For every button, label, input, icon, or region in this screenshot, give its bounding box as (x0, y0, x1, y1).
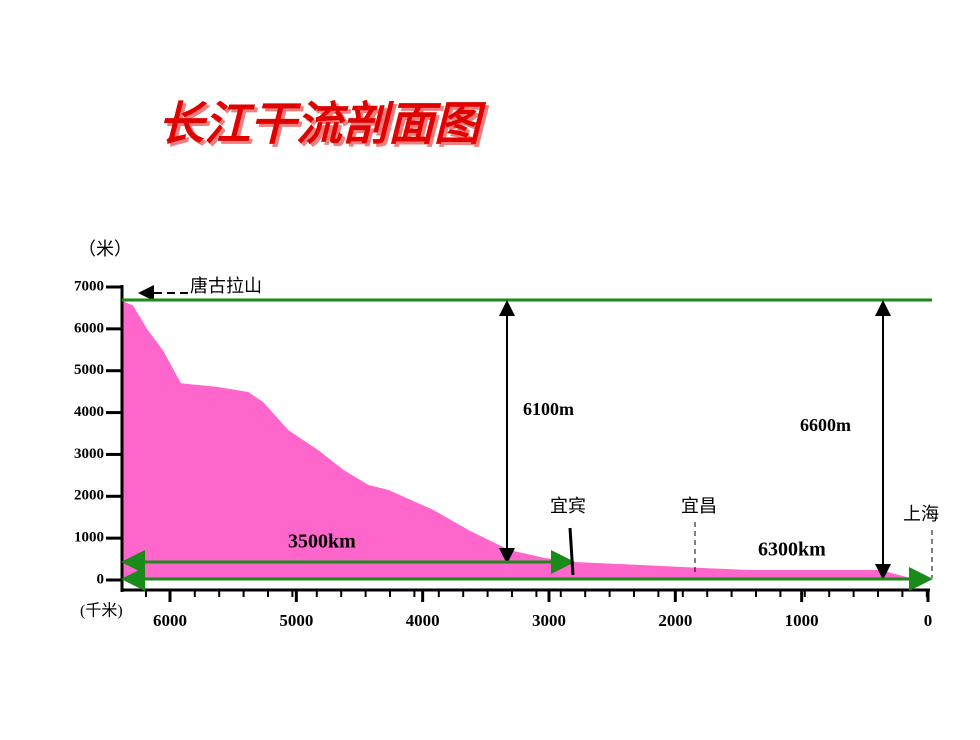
y-tick-label: 4000 (74, 404, 104, 420)
y-tick-label: 5000 (74, 362, 104, 378)
y-tick-label: 1000 (74, 530, 104, 546)
plot: 0 1000 2000 3000 4000 5000 6000 7000 6000 5000 400… (74, 278, 932, 629)
marker-line (568, 527, 575, 576)
annotations: 唐古拉山 6100m 6600m 3500km 6300km 宜宾 宜昌 上海 (121, 276, 939, 591)
annotation: 宜昌 (681, 496, 717, 516)
chart-title: 长江干流剖面图 (158, 97, 487, 151)
y-tick-label: 2000 (74, 488, 104, 504)
y-axis-label: （米） (78, 239, 132, 259)
x-tick-label: 0 (924, 611, 933, 630)
x-tick-label: 5000 (279, 611, 313, 630)
annotation: 6100m (523, 399, 574, 419)
annotation: 上海 (903, 504, 939, 524)
x-tick-label: 1000 (785, 611, 819, 630)
annotation: 3500km (288, 531, 356, 553)
y-tick-label: 0 (97, 571, 105, 587)
area (120, 300, 928, 580)
y-tick-label: 6000 (74, 320, 104, 336)
y-tick-label: 3000 (74, 446, 104, 462)
annotation: 唐古拉山 (190, 276, 262, 296)
annotation: 宜宾 (550, 496, 586, 516)
x-axis-label: (千米) (80, 602, 123, 620)
x-tick-label: 2000 (658, 611, 692, 630)
x-tick-label: 3000 (532, 611, 566, 630)
x-tick-label: 4000 (406, 611, 440, 630)
annotation: 6600m (800, 415, 851, 435)
annotation: 6300km (758, 539, 826, 561)
y-tick-label: 7000 (74, 278, 104, 294)
x-tick-label: 6000 (153, 611, 187, 630)
title-shadow: 长江干流剖面图 (161, 100, 490, 154)
